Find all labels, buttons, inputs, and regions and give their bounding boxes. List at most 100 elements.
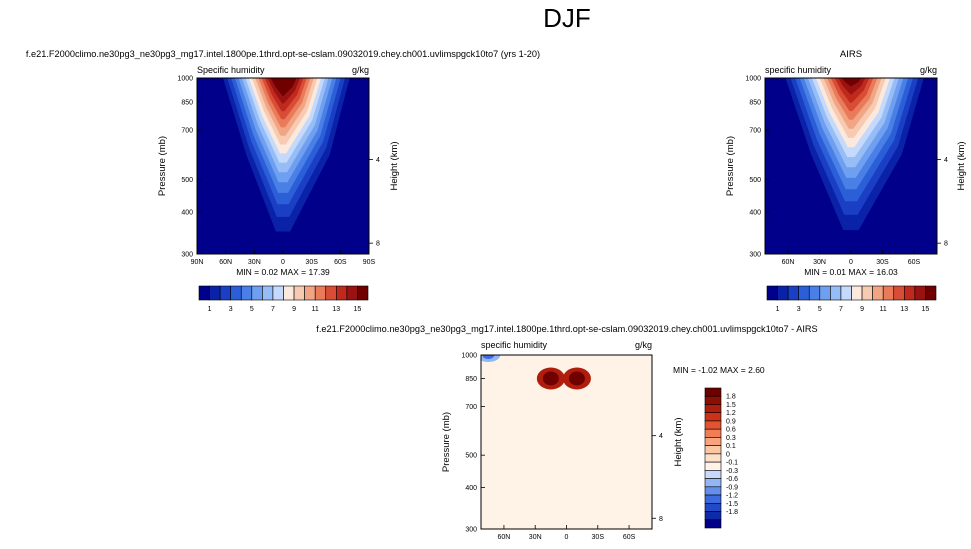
colorbar-label: 0.3 [726,435,736,442]
latitude-tick-label: 30N [529,534,542,541]
colorbar-swatch [808,285,821,301]
colorbar-swatch [209,285,221,301]
colorbar-swatch [704,412,722,422]
colorbar-swatch [851,285,863,301]
pressure-axis-label: Pressure (mb) [725,136,736,196]
colorbar-swatch [914,285,926,301]
contour-levels-obs [785,78,924,231]
colorbar-label: 15 [354,306,362,313]
panel-obs: AIRS specific humidity g/kg 300 400 500 700… [725,49,967,313]
colorbar-swatch [925,285,937,301]
colorbar-swatch [777,285,789,301]
panel-diff-stats: MIN = -1.02 MAX = 2.60 [673,365,765,375]
colorbar-label: 0.9 [726,418,736,425]
colorbar-swatch [904,285,916,301]
pressure-tick-label: 700 [749,128,761,135]
latitude-tick-label: 0 [849,259,853,266]
contour-band [838,78,866,95]
colorbar-swatch [704,387,722,397]
height-axis-label: Height (km) [673,417,684,466]
colorbar-swatch [704,395,722,405]
panel-obs-title: AIRS [840,49,862,60]
colorbar-obs: 1 3 5 7 9 11 13 15 [766,285,937,313]
panel-diff-variable-label: specific humidity [481,340,548,350]
colorbar-swatch [272,285,284,301]
contour-levels-diff [481,355,591,390]
colorbar-label: 7 [839,306,843,313]
height-tick-label: 4 [659,433,663,440]
height-tick-label: 8 [376,241,380,248]
colorbar-label: 3 [797,306,801,313]
colorbar-label: 5 [818,306,822,313]
colorbar-swatch [704,511,722,521]
colorbar-label: 0.6 [726,427,736,434]
maximum-core [542,371,559,386]
panel-model-units-label: g/kg [352,65,369,75]
latitude-tick-label: 30N [813,259,826,266]
pressure-tick-label: 400 [465,485,477,492]
colorbar-swatch [262,285,274,301]
axes-obs: 300 400 500 700 850 1000 4 8 60N 30N 0 30S 60S [745,76,948,267]
latitude-tick-label: 60N [782,259,795,266]
latitude-tick-label: 90N [191,259,204,266]
colorbar-swatch [893,285,905,301]
colorbar-swatch [325,285,337,301]
panel-obs-stats: MIN = 0.01 MAX = 16.03 [804,267,898,277]
colorbar-label: 13 [332,306,340,313]
height-tick-label: 8 [659,516,663,523]
colorbar-label: 1.2 [726,410,736,417]
latitude-tick-label: 60N [498,534,511,541]
panel-diff: f.e21.F2000climo.ne30pg3_ne30pg3_mg17.in… [316,324,817,541]
colorbar-swatch [704,519,722,529]
colorbar-swatch [283,285,295,301]
contour-band [270,78,297,96]
colorbar-label: -0.1 [726,460,738,467]
latitude-tick-label: 0 [565,534,569,541]
pressure-tick-label: 300 [749,252,761,259]
latitude-tick-label: 60S [908,259,921,266]
colorbar-swatch [346,285,358,301]
panel-model-stats: MIN = 0.02 MAX = 17.39 [236,267,330,277]
colorbar-swatch [314,285,327,301]
pressure-tick-label: 700 [465,404,477,411]
colorbar-swatch [872,285,884,301]
panel-obs-units-label: g/kg [920,65,937,75]
colorbar-label: -1.5 [726,501,738,508]
pressure-tick-label: 500 [749,177,761,184]
colorbar-swatch [861,285,873,301]
pressure-tick-label: 300 [465,527,477,534]
colorbar-label: -0.6 [726,476,738,483]
pressure-tick-label: 850 [749,99,761,106]
colorbar-diff: 1.81.51.20.9 0.60.30.10 -0.1-0.3-0.6-0.9 -1… [704,387,738,529]
pressure-tick-label: 1000 [461,353,477,360]
panel-obs-variable-label: specific humidity [765,65,832,75]
latitude-tick-label: 60N [219,259,232,266]
colorbar-swatch [819,285,831,301]
colorbar-label: 11 [312,306,319,313]
colorbar-swatch [704,494,722,504]
colorbar-swatch [704,470,722,479]
pressure-tick-label: 500 [181,177,193,184]
colorbar-swatch [304,285,316,301]
latitude-tick-label: 30N [248,259,261,266]
pressure-tick-label: 850 [465,376,477,383]
colorbar-swatch [251,285,263,301]
colorbar-swatch [293,285,305,301]
colorbar-swatch [230,285,242,301]
colorbar-label: -1.8 [726,509,738,516]
colorbar-swatch [840,285,852,301]
pressure-tick-label: 700 [181,128,193,135]
colorbar-swatch [766,285,778,301]
colorbar-swatch [830,285,842,301]
pressure-tick-label: 400 [749,209,761,216]
colorbar-label: 1.8 [726,394,736,401]
contour-band [841,78,862,87]
colorbar-label: -0.3 [726,468,738,475]
pressure-tick-label: 1000 [177,76,193,83]
colorbar-swatch [704,486,722,496]
contour-levels-model [223,78,350,232]
height-axis-label: Height (km) [389,141,400,190]
axes-diff: 300 400 500 700 850 1000 4 8 60N 30N 0 30S 60S [461,353,663,542]
panel-model-variable-label: Specific humidity [197,65,265,75]
